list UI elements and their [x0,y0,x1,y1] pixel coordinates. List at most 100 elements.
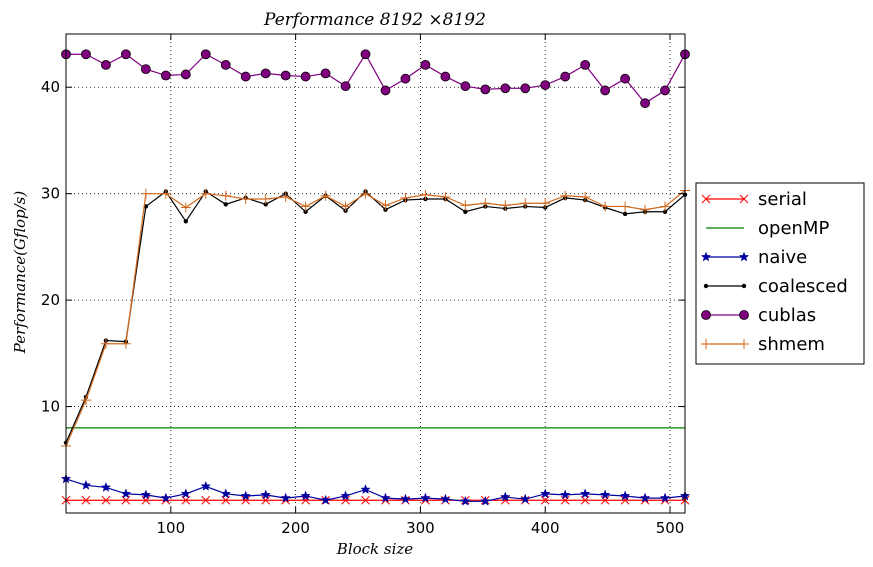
cublas-point [220,59,231,70]
cublas-point [280,70,291,81]
naive-point [100,481,112,492]
serial-point [201,495,211,505]
naive-point [260,489,271,500]
shmem-point [580,191,591,202]
axis-ticks: 100 200 300 400 500 10 20 30 40 [41,34,685,537]
naive-point [460,495,471,506]
legend-marker [738,251,750,262]
legend-entry-serial: serial [701,189,807,210]
series-coalesced [63,189,688,445]
shmem-point [320,190,331,201]
shmem-point [540,198,551,209]
naive-point [300,490,311,501]
legend-marker [700,251,712,262]
shmem-point [240,193,251,204]
series-naive [60,473,691,506]
serial-point [301,495,310,505]
naive-point [220,488,231,499]
naive-point [200,480,212,491]
shmem-point [400,192,411,203]
cublas-point [320,68,331,79]
cublas-point [580,59,591,70]
x-tick-label: 200 [281,519,310,537]
chart-title: Performance 8192 ×8192 [263,10,486,30]
serial-point [341,495,350,505]
shmem-point [160,188,171,199]
cublas-point [560,71,571,82]
grid-lines [66,34,685,513]
cublas-point [360,49,371,60]
shmem-line [65,190,686,447]
naive-line [65,478,686,502]
legend-marker [739,310,749,320]
cublas-point [660,85,670,96]
naive-point [420,492,431,503]
shmem-point [180,202,191,213]
naive-point [400,493,411,504]
cublas-point [160,70,171,81]
naive-point [380,492,391,503]
shmem-point [380,200,391,211]
shmem-point [440,191,451,202]
y-tick-label: 10 [41,398,60,416]
naive-point [639,492,651,503]
serial-point [81,495,91,505]
legend-marker [701,310,711,320]
cublas-point [260,68,271,79]
cublas-point [380,85,391,96]
naive-point [440,493,451,504]
legend-marker [701,194,711,204]
shmem-point [640,204,651,215]
naive-point [659,492,671,503]
x-axis-label: Block size [336,540,414,558]
shmem-point [660,201,671,212]
naive-point [340,490,351,501]
naive-point [140,489,152,500]
shmem-point [340,201,351,212]
cublas-point [420,59,431,70]
x-tick-label: 400 [531,519,560,537]
cublas-point [200,49,211,60]
cublas-point [640,98,650,109]
shmem-point [600,201,611,212]
cublas-point [400,73,411,84]
series-shmem [61,185,690,451]
coalesced-point [263,202,268,207]
coalesced-point [662,209,668,214]
naive-point [360,484,371,495]
coalesced-point [463,209,468,214]
coalesced-line [65,190,686,443]
naive-point [320,494,331,505]
shmem-point [80,395,91,406]
x-tick-label: 300 [406,519,435,537]
cublas-point [460,81,471,92]
coalesced-point [183,219,189,224]
shmem-point [280,191,291,202]
shmem-point [500,200,511,211]
legend-marker [741,283,747,289]
naive-point [579,488,591,499]
shmem-point [560,190,571,201]
cublas-point [340,81,351,92]
y-tick-label: 40 [41,78,60,96]
shmem-point [620,201,631,212]
cublas-point [101,59,111,70]
cublas-point [600,85,611,96]
x-tick-label: 500 [656,519,685,537]
naive-point [120,488,132,499]
shmem-point [120,338,131,349]
plot-frame [65,33,686,514]
coalesced-point [622,211,628,217]
legend-marker [739,194,749,204]
shmem-point [100,338,111,349]
cublas-point [121,49,131,60]
naive-point [619,490,631,501]
serial-point [241,495,251,505]
serial-point [361,495,370,505]
cublas-point [180,69,191,80]
x-tick-label: 100 [157,519,186,537]
shmem-point [480,198,491,209]
legend-label: naive [758,247,807,268]
coalesced-point [303,209,308,214]
